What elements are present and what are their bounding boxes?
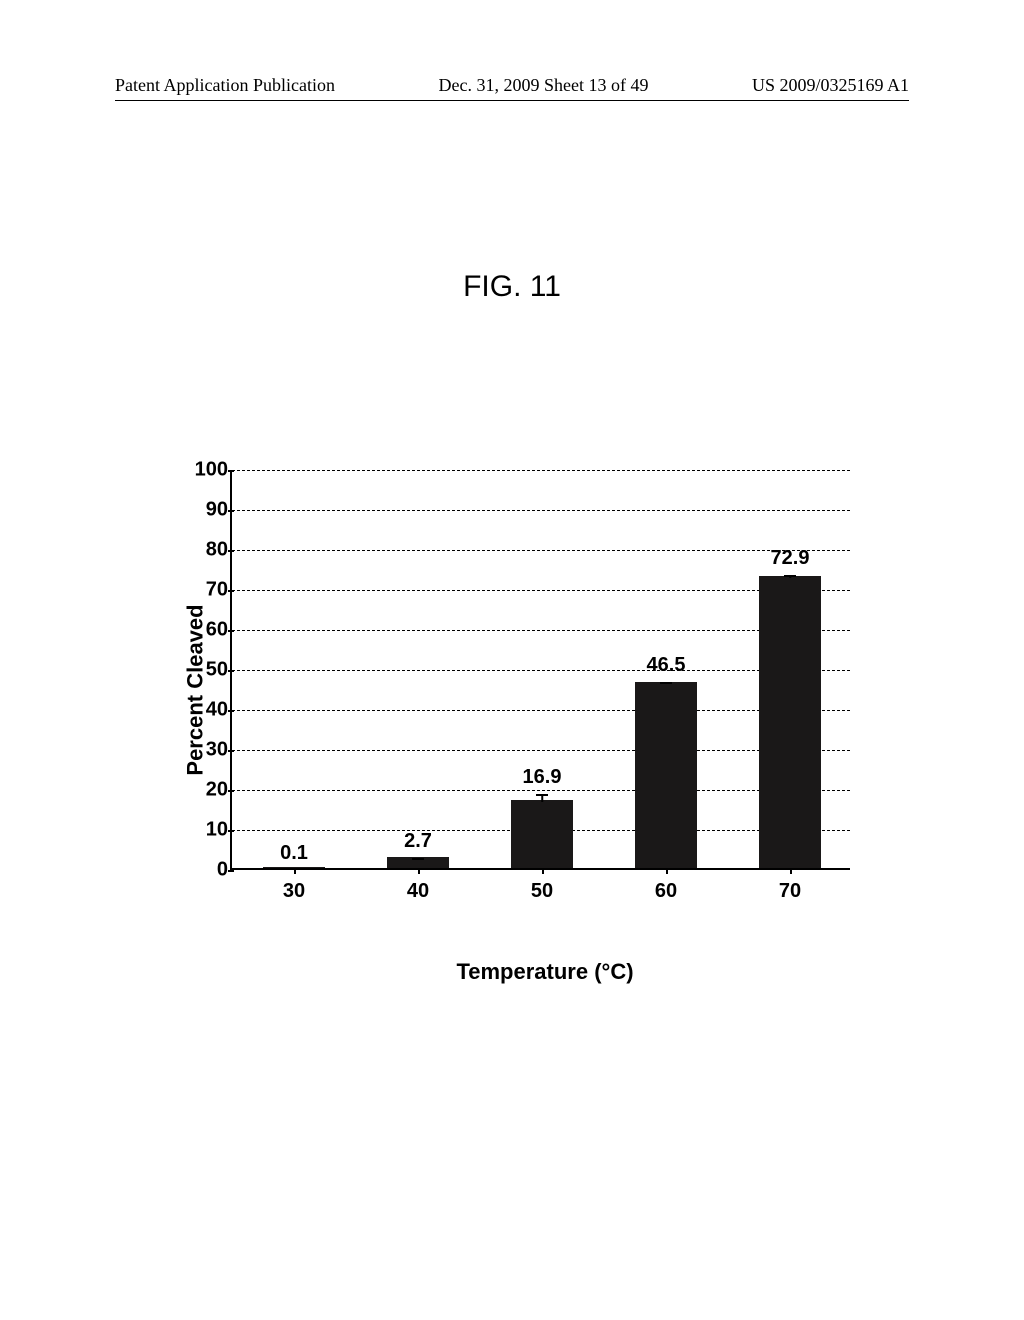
bar-value-label: 2.7 (404, 830, 432, 853)
y-tick-label: 0 (217, 859, 228, 882)
header-right: US 2009/0325169 A1 (752, 75, 909, 96)
gridline (232, 590, 850, 591)
y-tick-label: 100 (195, 459, 228, 482)
bar (263, 867, 325, 868)
y-tick-label: 80 (206, 539, 228, 562)
gridline (232, 750, 850, 751)
y-tick-label: 50 (206, 659, 228, 682)
bar (759, 576, 821, 868)
gridline (232, 630, 850, 631)
y-tick-label: 20 (206, 779, 228, 802)
x-tick-label: 70 (779, 880, 801, 903)
y-tick-mark (228, 590, 234, 592)
y-tick-mark (228, 470, 234, 472)
bar-value-label: 16.9 (523, 766, 562, 789)
y-tick-mark (228, 870, 234, 872)
page-header: Patent Application Publication Dec. 31, … (0, 75, 1024, 96)
bar-value-label: 0.1 (280, 842, 308, 865)
gridline (232, 670, 850, 671)
y-tick-mark (228, 630, 234, 632)
x-tick-mark (790, 868, 792, 874)
y-tick-mark (228, 750, 234, 752)
figure-title: FIG. 11 (0, 270, 1024, 304)
y-tick-label: 90 (206, 499, 228, 522)
y-tick-mark (228, 790, 234, 792)
bar-chart: Percent Cleaved 300.1402.75016.96046.570… (160, 470, 860, 910)
header-center: Dec. 31, 2009 Sheet 13 of 49 (438, 75, 648, 96)
header-divider (115, 100, 909, 101)
gridline (232, 470, 850, 471)
y-tick-mark (228, 510, 234, 512)
error-bar (660, 682, 672, 684)
y-tick-label: 30 (206, 739, 228, 762)
x-tick-mark (418, 868, 420, 874)
y-tick-label: 10 (206, 819, 228, 842)
y-tick-label: 60 (206, 619, 228, 642)
y-tick-mark (228, 710, 234, 712)
x-tick-label: 30 (283, 880, 305, 903)
error-bar (536, 794, 548, 802)
y-tick-mark (228, 550, 234, 552)
bar (635, 682, 697, 868)
y-tick-label: 40 (206, 699, 228, 722)
x-tick-label: 50 (531, 880, 553, 903)
gridline (232, 790, 850, 791)
bar (511, 800, 573, 868)
gridline (232, 550, 850, 551)
x-tick-mark (666, 868, 668, 874)
y-tick-mark (228, 670, 234, 672)
x-tick-label: 40 (407, 880, 429, 903)
x-axis-label: Temperature (°C) (160, 959, 860, 985)
y-tick-mark (228, 830, 234, 832)
x-tick-label: 60 (655, 880, 677, 903)
error-bar (784, 575, 796, 578)
plot-area: 300.1402.75016.96046.57072.9 (230, 470, 850, 870)
gridline (232, 710, 850, 711)
gridline (232, 510, 850, 511)
bar-value-label: 46.5 (647, 654, 686, 677)
header-left: Patent Application Publication (115, 75, 335, 96)
error-bar (412, 858, 424, 859)
x-tick-mark (542, 868, 544, 874)
y-tick-label: 70 (206, 579, 228, 602)
bar-value-label: 72.9 (771, 547, 810, 570)
y-axis-label: Percent Cleaved (183, 604, 209, 775)
x-tick-mark (294, 868, 296, 874)
